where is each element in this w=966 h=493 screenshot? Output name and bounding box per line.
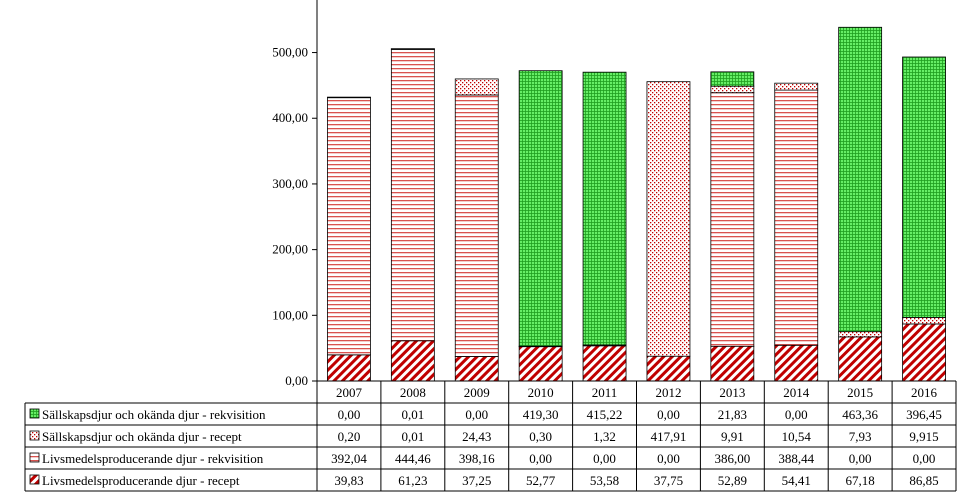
table-value: 0,00 (529, 451, 552, 466)
table-value: 0,01 (401, 407, 424, 422)
bar-segment (838, 336, 883, 382)
y-tick-label: 0,00 (285, 373, 308, 388)
bar-segment (582, 345, 627, 382)
bar-segment (454, 356, 499, 382)
axis-layer: 0,00 100,00 200,00 300,00 400,00 500,00 (272, 0, 318, 388)
bar-segment (454, 94, 499, 357)
table-value: 54,41 (782, 473, 811, 488)
table-value: 9,91 (721, 429, 744, 444)
x-category-label: 2016 (911, 385, 938, 400)
table-value: 0,00 (465, 407, 488, 422)
table-value: 37,75 (654, 473, 683, 488)
table-value: 67,18 (846, 473, 875, 488)
bar-segment (838, 331, 883, 338)
legend-swatch (29, 430, 40, 441)
table-value: 0,00 (913, 451, 936, 466)
bar-segment (518, 70, 563, 347)
table-value: 7,93 (849, 429, 872, 444)
table-value: 0,30 (529, 429, 552, 444)
bars-layer (327, 26, 946, 382)
table-value: 10,54 (782, 429, 812, 444)
table-value: 392,04 (331, 451, 367, 466)
legend-label: Sällskapsdjur och okända djur - recept (42, 429, 242, 444)
table-value: 386,00 (714, 451, 750, 466)
x-category-label: 2007 (336, 385, 363, 400)
table-value: 0,01 (401, 429, 424, 444)
bar-segment (518, 345, 563, 382)
bar-segment (646, 81, 691, 357)
table-value: 24,43 (462, 429, 491, 444)
table-value: 53,58 (590, 473, 619, 488)
table-value: 52,89 (718, 473, 747, 488)
bar-segment (774, 82, 819, 91)
legend-label: Sällskapsdjur och okända djur - rekvisit… (42, 407, 266, 422)
bar-segment (710, 345, 755, 382)
table-value: 39,83 (334, 473, 363, 488)
table-value: 417,91 (651, 429, 687, 444)
table-value: 0,00 (785, 407, 808, 422)
bar-segment (390, 340, 435, 382)
table-value: 419,30 (523, 407, 559, 422)
legend-label: Livsmedelsproducerande djur - rekvisitio… (42, 451, 264, 466)
x-category-label: 2013 (719, 385, 745, 400)
legend-swatch (29, 474, 40, 485)
x-category-label: 2015 (847, 385, 873, 400)
table-value: 388,44 (778, 451, 814, 466)
x-category-label: 2014 (783, 385, 810, 400)
table-value: 0,00 (849, 451, 872, 466)
table-value: 0,00 (593, 451, 616, 466)
y-tick-label: 300,00 (272, 176, 308, 191)
y-tick-label: 100,00 (272, 307, 308, 322)
bar-segment (902, 323, 946, 382)
legend-swatch (29, 452, 40, 463)
bar-segment (327, 96, 371, 356)
legend-label: Livsmedelsproducerande djur - recept (42, 473, 240, 488)
table-value: 415,22 (587, 407, 623, 422)
bar-segment (646, 355, 691, 382)
table-value: 1,32 (593, 429, 616, 444)
bar-segment (902, 317, 946, 325)
bar-segment (774, 344, 819, 382)
data-table: 2007 2008 2009 2010 2011 2012 2013 2014 2015 2016… (24, 380, 957, 492)
table-value: 37,25 (462, 473, 491, 488)
table-value: 0,00 (338, 407, 361, 422)
table-value: 9,915 (909, 429, 938, 444)
bar-segment (390, 48, 435, 50)
x-category-label: 2011 (592, 385, 618, 400)
table-value: 52,77 (526, 473, 556, 488)
bar-segment (327, 96, 371, 99)
table-value: 444,46 (395, 451, 431, 466)
legend-swatch (29, 408, 40, 419)
x-category-label: 2010 (528, 385, 554, 400)
x-category-label: 2008 (400, 385, 426, 400)
bar-segment (454, 78, 499, 96)
x-category-label: 2012 (655, 385, 681, 400)
bar-segment (774, 89, 819, 346)
bar-segment (327, 354, 371, 382)
y-tick-label: 400,00 (272, 110, 308, 125)
bar-segment (838, 26, 883, 333)
table-value: 396,45 (906, 407, 942, 422)
table-value: 0,00 (657, 451, 680, 466)
y-tick-label: 500,00 (272, 45, 308, 60)
bar-segment (902, 56, 946, 318)
table-value: 21,83 (718, 407, 747, 422)
y-tick-label: 200,00 (272, 242, 308, 257)
table-value: 61,23 (398, 473, 427, 488)
table-value: 0,00 (657, 407, 680, 422)
bar-segment (390, 48, 435, 342)
bar-segment (710, 85, 755, 94)
table-value: 398,16 (459, 451, 495, 466)
table-value: 463,36 (842, 407, 878, 422)
table-value: 0,20 (338, 429, 361, 444)
bar-segment (710, 71, 755, 87)
table-value: 86,85 (909, 473, 938, 488)
bar-segment (582, 71, 627, 346)
x-category-label: 2009 (464, 385, 490, 400)
bar-segment (710, 92, 755, 347)
